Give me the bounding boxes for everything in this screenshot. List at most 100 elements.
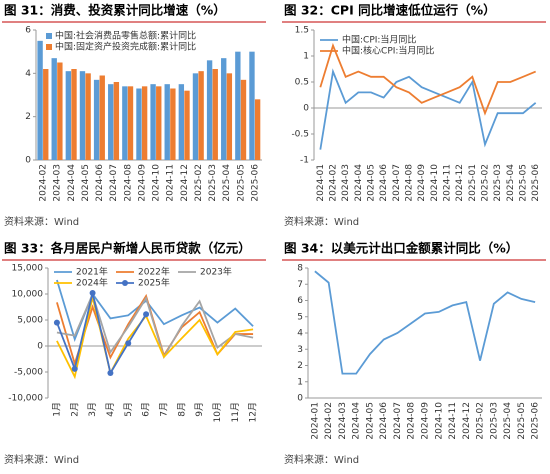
point	[53, 319, 60, 326]
bar	[108, 84, 114, 160]
bar	[57, 62, 63, 160]
x-tick-label: 4月	[105, 402, 116, 417]
x-tick-label: 2024-03	[338, 402, 348, 440]
legend-swatch	[46, 44, 52, 50]
y-tick-label: 10,000	[12, 290, 44, 300]
bar	[170, 88, 176, 160]
x-tick-label: 2025-03	[489, 402, 499, 440]
y-tick-label: 4	[25, 69, 31, 79]
x-tick-label: 2024-03	[53, 164, 63, 202]
bar	[226, 73, 233, 160]
x-tick-label: 2024-08	[405, 164, 415, 202]
bar	[221, 58, 227, 160]
y-tick-label: 3	[297, 345, 303, 355]
x-tick-label: 2024-12	[462, 402, 472, 440]
bar	[71, 69, 77, 160]
bar	[254, 99, 261, 160]
legend-swatch	[46, 33, 52, 39]
x-tick-label: 2024-02	[324, 402, 334, 440]
bar	[184, 90, 190, 160]
x-tick-label: 2025-06	[531, 164, 541, 202]
line-series	[56, 296, 254, 380]
x-tick-label: 2024-02	[329, 164, 339, 202]
x-tick-label: 2024-05	[365, 402, 375, 440]
x-tick-label: 2025-04	[506, 164, 516, 202]
x-tick-label: 2024-10	[434, 402, 444, 440]
y-tick-label: -10,000	[8, 394, 43, 404]
x-tick-label: 2024-05	[81, 164, 91, 202]
y-tick-label: -5,000	[14, 368, 43, 378]
y-tick-label: 8	[297, 264, 303, 274]
bar	[65, 71, 72, 160]
bar	[249, 51, 255, 160]
y-tick-label: 7	[297, 280, 303, 290]
line-series	[319, 68, 537, 150]
bar	[164, 84, 170, 160]
bar	[206, 60, 213, 161]
y-tick-label: 5	[297, 312, 303, 322]
x-tick-label: 2024-05	[367, 164, 377, 202]
legend-label: 2023年	[200, 266, 232, 278]
x-tick-label: 6月	[141, 402, 152, 417]
x-tick-label: 2024-12	[180, 164, 190, 202]
y-tick-label: 0.5	[295, 78, 309, 88]
bar	[122, 86, 128, 160]
x-tick-label: 2024-02	[39, 164, 49, 202]
line-series	[56, 291, 254, 360]
x-tick-label: 2024-01	[310, 402, 320, 440]
x-tick-label: 2025-01	[468, 164, 478, 202]
y-tick-label: 1	[303, 52, 309, 62]
bar	[79, 71, 86, 160]
x-tick-label: 12月	[248, 402, 259, 422]
x-tick-label: 2024-06	[379, 164, 389, 202]
bar	[85, 73, 91, 160]
x-tick-label: 2024-06	[95, 164, 105, 202]
point	[71, 365, 78, 372]
x-tick-label: 2025-06	[250, 164, 260, 202]
bar	[178, 84, 185, 160]
y-tick-label: 6	[25, 26, 31, 36]
y-tick-label: 1	[297, 377, 303, 387]
legend-label: 2024年	[76, 277, 108, 289]
y-tick-label: 6	[297, 296, 303, 306]
y-tick-label: -1	[300, 156, 309, 166]
y-tick-label: 0	[297, 394, 303, 404]
legend-label: 2022年	[138, 266, 170, 278]
x-tick-label: 2025-02	[194, 164, 204, 202]
source-note: 资料来源：Wind	[4, 215, 79, 228]
bar	[212, 69, 218, 160]
x-tick-label: 8月	[176, 402, 187, 417]
y-tick-label: 0	[303, 104, 309, 114]
line-series	[314, 270, 536, 375]
y-tick-label: -0.5	[291, 130, 309, 140]
x-tick-label: 2025-02	[481, 164, 491, 202]
y-tick-label: 5,000	[17, 316, 43, 326]
y-tick-label: 4	[297, 329, 303, 339]
legend-label: 中国:核心CPI:当月同比	[342, 45, 434, 57]
x-tick-label: 2024-07	[109, 164, 119, 202]
legend-marker	[122, 280, 128, 286]
point	[125, 340, 132, 347]
y-tick-label: 2	[25, 112, 31, 122]
x-tick-label: 11月	[230, 402, 241, 422]
bar	[141, 86, 148, 160]
bar	[192, 73, 199, 160]
y-tick-label: 2	[297, 361, 303, 371]
x-tick-label: 7月	[158, 402, 169, 417]
line-series	[319, 42, 537, 116]
x-tick-label: 2024-08	[407, 402, 417, 440]
y-tick-label: 0	[25, 156, 31, 166]
source-note: 资料来源：Wind	[284, 453, 359, 466]
y-tick-label: 1.5	[295, 26, 309, 36]
x-tick-label: 2024-11	[448, 402, 458, 440]
bar	[156, 86, 162, 160]
x-tick-label: 5月	[123, 402, 134, 417]
legend-label: 2021年	[76, 266, 108, 278]
chart-title: 图 31：消费、投资累计同比增速（%）	[4, 3, 226, 18]
x-tick-label: 2024-09	[421, 402, 431, 440]
y-tick-label: 0	[37, 342, 43, 352]
x-tick-label: 2025-04	[503, 402, 513, 440]
source-note: 资料来源：Wind	[284, 215, 359, 228]
x-tick-label: 3月	[87, 402, 98, 417]
